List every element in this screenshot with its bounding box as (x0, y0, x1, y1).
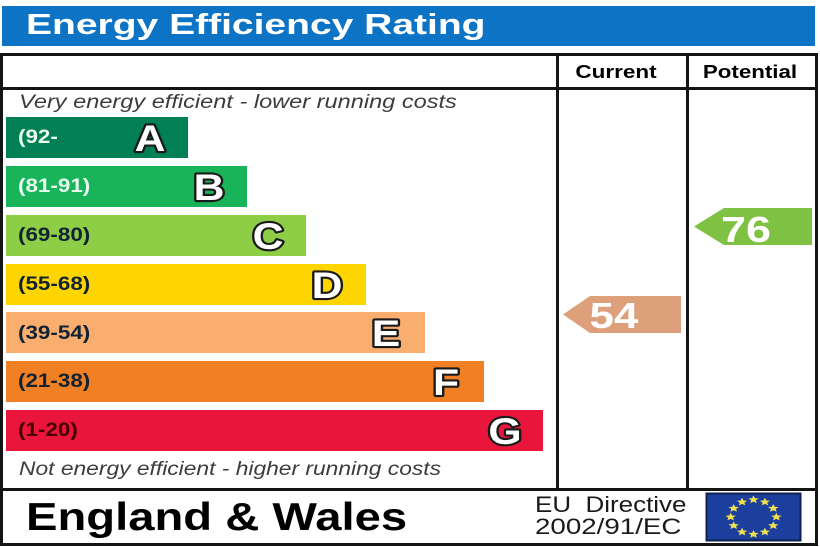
svg-text:F: F (432, 362, 458, 404)
svg-text:E: E (372, 313, 401, 355)
svg-text:A: A (134, 118, 165, 160)
svg-text:B: B (193, 166, 224, 208)
svg-text:G: G (488, 410, 521, 452)
svg-text:C: C (252, 215, 283, 257)
svg-text:D: D (312, 264, 343, 306)
